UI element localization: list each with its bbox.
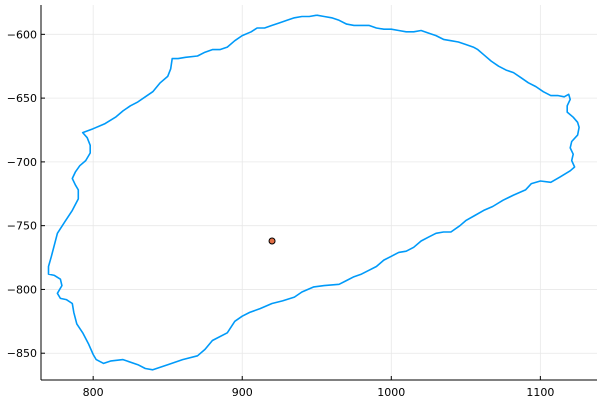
- y-tick-label: −700: [7, 156, 37, 169]
- y-tick-label: −750: [7, 220, 37, 233]
- grid: [41, 5, 597, 380]
- boundary-line: [47, 14, 580, 371]
- x-tick-label: 1100: [526, 386, 554, 399]
- series: [47, 14, 580, 371]
- center-point: [268, 237, 276, 245]
- y-tick-label: −650: [7, 92, 37, 105]
- y-ticks: −600 −650 −700 −750 −800 −850: [7, 28, 45, 360]
- x-tick-label: 1000: [377, 386, 405, 399]
- y-tick-label: −850: [7, 347, 37, 360]
- x-ticks: 800 900 1000 1100: [83, 376, 554, 399]
- y-tick-label: −600: [7, 28, 37, 41]
- x-tick-label: 800: [83, 386, 104, 399]
- axes: [40, 5, 597, 381]
- x-tick-label: 900: [232, 386, 253, 399]
- y-tick-label: −800: [7, 283, 37, 296]
